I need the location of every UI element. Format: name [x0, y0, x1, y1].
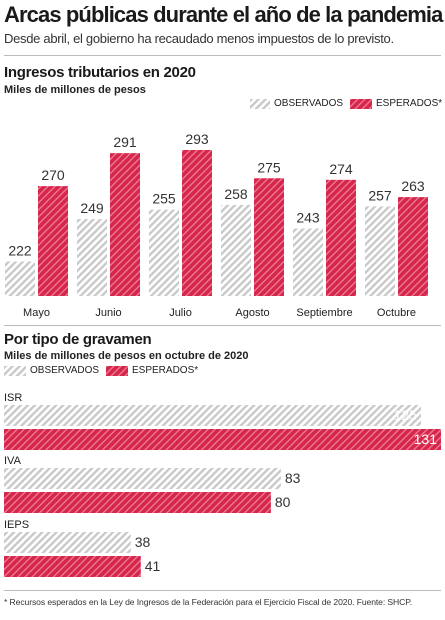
label-observed-septiembre: 243 — [296, 209, 320, 225]
bar-observed-junio — [77, 219, 107, 296]
category-label-ieps: IEPS — [4, 519, 29, 531]
hbar-expected-isr — [4, 429, 441, 450]
divider — [4, 590, 441, 591]
bar-observed-agosto — [221, 204, 251, 296]
tick-label-octubre: Octubre — [377, 307, 416, 319]
hbar-expected-iva — [4, 492, 271, 513]
legend-swatch-expected — [350, 99, 372, 109]
monthly-bar-chart: 222 270 Mayo 249 291 Junio 255 293 Julio 258 275 Ag… — [5, 131, 428, 319]
page-subtitle: Desde abril, el gobierno ha recaudado me… — [4, 31, 394, 46]
tick-label-mayo: Mayo — [23, 307, 50, 319]
legend-label-expected-2: ESPERADOS* — [132, 365, 199, 376]
bar-observed-mayo — [5, 261, 35, 296]
hlabel-observed-isr: 125 — [394, 407, 418, 423]
label-expected-octubre: 263 — [401, 178, 425, 194]
bar-expected-agosto — [254, 178, 284, 296]
bar-expected-octubre — [398, 197, 428, 296]
tick-label-septiembre: Septiembre — [296, 307, 352, 319]
hlabel-expected-iva: 80 — [275, 494, 291, 510]
label-expected-junio: 291 — [113, 134, 137, 150]
bar-expected-julio — [182, 150, 212, 296]
bar-expected-junio — [110, 153, 140, 296]
footnote: * Recursos esperados en la Ley de Ingres… — [4, 597, 413, 607]
gravamen-bar-chart: ISR 125 131 IVA 83 80 IEPS 38 41 — [4, 392, 441, 577]
bar-expected-septiembre — [326, 179, 356, 296]
legend-swatch-expected-2 — [106, 366, 128, 376]
page-title: Arcas públicas durante el año de la pand… — [4, 2, 443, 27]
divider — [4, 325, 441, 326]
monthly-chart-title: Ingresos tributarios en 2020 — [4, 64, 196, 81]
gravamen-chart-title: Por tipo de gravamen — [4, 331, 152, 348]
legend-swatch-observed — [250, 99, 270, 109]
bar-observed-julio — [149, 209, 179, 296]
hbar-expected-ieps — [4, 556, 141, 577]
tick-label-agosto: Agosto — [235, 307, 269, 319]
hlabel-expected-ieps: 41 — [145, 558, 161, 574]
monthly-chart-subtitle: Miles de millones de pesos — [4, 84, 146, 96]
label-expected-julio: 293 — [185, 131, 209, 147]
legend-label-observed-2: OBSERVADOS — [30, 365, 100, 376]
label-expected-mayo: 270 — [41, 167, 65, 183]
label-observed-agosto: 258 — [224, 186, 248, 202]
gravamen-chart-subtitle: Miles de millones de pesos en octubre de… — [4, 350, 249, 362]
divider — [4, 55, 441, 56]
label-expected-agosto: 275 — [257, 159, 281, 175]
bar-observed-septiembre — [293, 228, 323, 296]
legend-label-observed: OBSERVADOS — [274, 98, 344, 109]
hlabel-expected-isr: 131 — [414, 431, 438, 447]
category-label-isr: ISR — [4, 392, 22, 404]
category-label-iva: IVA — [4, 455, 22, 467]
hlabel-observed-ieps: 38 — [135, 534, 151, 550]
label-observed-octubre: 257 — [368, 188, 392, 204]
hlabel-observed-iva: 83 — [285, 470, 301, 486]
label-observed-junio: 249 — [80, 200, 104, 216]
hbar-observed-iva — [4, 468, 281, 489]
legend-swatch-observed-2 — [4, 366, 26, 376]
bar-expected-mayo — [38, 186, 68, 296]
legend-label-expected: ESPERADOS* — [376, 98, 443, 109]
hbar-observed-isr — [4, 405, 421, 426]
label-observed-julio: 255 — [152, 191, 176, 207]
tick-label-junio: Junio — [95, 307, 121, 319]
label-expected-septiembre: 274 — [329, 161, 353, 177]
hbar-observed-ieps — [4, 532, 131, 553]
label-observed-mayo: 222 — [8, 242, 32, 258]
tick-label-julio: Julio — [169, 307, 192, 319]
bar-observed-octubre — [365, 206, 395, 296]
